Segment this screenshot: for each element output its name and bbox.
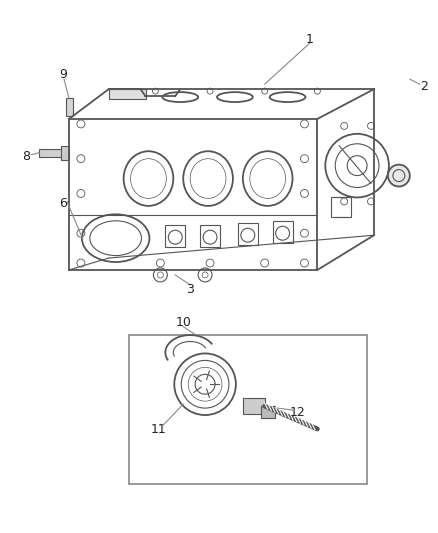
Text: 11: 11	[151, 423, 166, 437]
Text: 2: 2	[420, 79, 427, 93]
Bar	[165, 225, 185, 247]
Bar	[238, 223, 258, 245]
Bar	[273, 221, 293, 243]
Bar	[243, 398, 265, 414]
Text: 10: 10	[175, 316, 191, 329]
Bar	[129, 335, 367, 483]
Bar	[39, 149, 63, 157]
Bar	[66, 98, 73, 116]
Text: 1: 1	[305, 33, 313, 46]
Text: 12: 12	[290, 406, 305, 418]
Bar	[61, 146, 69, 160]
Text: 3: 3	[186, 284, 194, 296]
Text: 8: 8	[22, 150, 30, 163]
Bar	[200, 225, 220, 247]
Circle shape	[388, 165, 410, 187]
Bar	[261, 406, 275, 418]
Bar	[331, 197, 351, 217]
Text: 6: 6	[59, 197, 67, 210]
Bar	[109, 89, 146, 99]
Text: 9: 9	[59, 68, 67, 80]
